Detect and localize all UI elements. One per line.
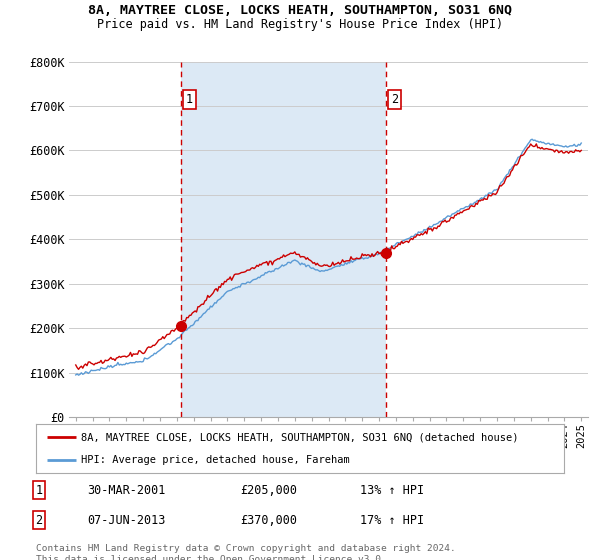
Text: 17% ↑ HPI: 17% ↑ HPI [360, 514, 424, 526]
Text: £205,000: £205,000 [240, 483, 297, 497]
Text: 1: 1 [186, 93, 193, 106]
Text: 30-MAR-2001: 30-MAR-2001 [87, 483, 166, 497]
Text: £370,000: £370,000 [240, 514, 297, 526]
Text: Price paid vs. HM Land Registry's House Price Index (HPI): Price paid vs. HM Land Registry's House … [97, 18, 503, 31]
Text: 1: 1 [35, 483, 43, 497]
Text: 07-JUN-2013: 07-JUN-2013 [87, 514, 166, 526]
Text: 2: 2 [391, 93, 398, 106]
Text: 2: 2 [35, 514, 43, 526]
Text: 8A, MAYTREE CLOSE, LOCKS HEATH, SOUTHAMPTON, SO31 6NQ (detached house): 8A, MAYTREE CLOSE, LOCKS HEATH, SOUTHAMP… [81, 432, 518, 442]
Bar [181, 62, 386, 417]
Text: 8A, MAYTREE CLOSE, LOCKS HEATH, SOUTHAMPTON, SO31 6NQ: 8A, MAYTREE CLOSE, LOCKS HEATH, SOUTHAMP… [88, 4, 512, 17]
Text: HPI: Average price, detached house, Fareham: HPI: Average price, detached house, Fare… [81, 455, 350, 465]
Text: Contains HM Land Registry data © Crown copyright and database right 2024.
This d: Contains HM Land Registry data © Crown c… [36, 544, 456, 560]
Text: 13% ↑ HPI: 13% ↑ HPI [360, 483, 424, 497]
